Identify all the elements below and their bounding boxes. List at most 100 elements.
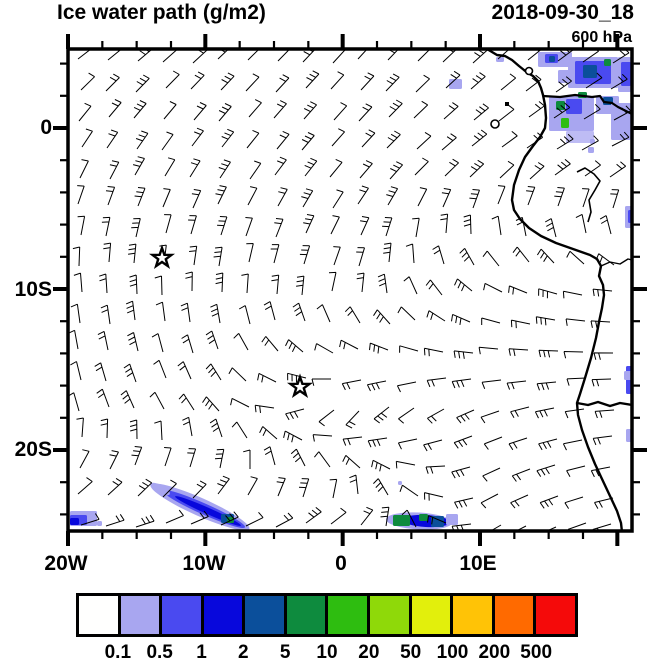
coastline-layer	[486, 49, 632, 531]
wind-barb	[594, 497, 614, 509]
wind-barb	[575, 213, 587, 234]
ice-patch	[446, 514, 458, 525]
wind-barb	[500, 73, 517, 91]
wind-barb	[233, 333, 249, 351]
wind-barb	[367, 437, 388, 448]
wind-barb	[73, 272, 83, 293]
wind-barb	[386, 186, 399, 206]
wind-barb	[285, 339, 304, 353]
datetime-label: 2018-09-30_18	[491, 1, 634, 24]
wind-barb	[592, 435, 613, 446]
wind-barb	[469, 189, 480, 209]
wind-barb	[417, 187, 428, 207]
wind-barb	[563, 351, 584, 359]
wind-barb	[165, 70, 180, 89]
wind-barb	[314, 343, 334, 354]
ice-patch	[175, 496, 241, 526]
wind-barb	[512, 246, 530, 263]
wind-barb	[413, 100, 429, 119]
wind-barb	[501, 131, 518, 148]
wind-barb	[497, 185, 506, 205]
wind-barb	[380, 506, 390, 527]
wind-barb	[453, 435, 473, 449]
colorbar-tick-label: 1	[196, 642, 207, 663]
wind-barb	[210, 303, 221, 324]
wind-barb	[349, 474, 359, 495]
wind-barb	[153, 359, 167, 379]
wind-barb	[472, 49, 488, 64]
wind-barb	[247, 186, 258, 206]
wind-barb	[287, 372, 307, 383]
wind-barb	[107, 477, 123, 496]
wind-barb	[469, 159, 485, 178]
wind-barb	[109, 450, 119, 470]
wind-barb	[243, 449, 251, 469]
wind-barb	[342, 455, 361, 469]
wind-barb	[557, 49, 574, 62]
wind-barb	[301, 132, 315, 151]
ice-patch	[583, 65, 597, 78]
wind-barb	[556, 133, 574, 150]
wind-barb	[441, 133, 457, 151]
wind-barb	[120, 390, 135, 409]
wind-barb	[403, 276, 418, 295]
wind-barb	[594, 409, 615, 419]
wind-barb	[328, 271, 337, 292]
wind-barb	[583, 104, 601, 120]
wind-barb	[94, 362, 107, 382]
africa-coastline	[486, 49, 624, 531]
y-tick-label-20s: 20S	[14, 438, 52, 461]
wind-barb	[165, 509, 184, 524]
wind-barb	[369, 342, 389, 354]
wind-barb	[358, 103, 373, 122]
wind-barb	[312, 434, 333, 442]
wind-barb	[100, 304, 111, 325]
wind-barb	[332, 49, 347, 64]
principe-island-icon	[505, 102, 509, 106]
wind-barb	[263, 301, 276, 321]
colorbar-tick-label: 500	[520, 642, 553, 663]
wind-barb	[471, 129, 488, 147]
wind-barb	[498, 104, 515, 122]
wind-barb	[483, 282, 503, 293]
wind-barb	[132, 156, 145, 176]
wind-barb	[456, 409, 475, 424]
wind-barb	[178, 393, 195, 411]
wind-barb	[387, 49, 400, 61]
wind-barb	[345, 410, 360, 429]
wind-barb	[581, 135, 599, 151]
wind-barb	[510, 319, 531, 329]
ice-patch	[419, 514, 428, 521]
wind-barb	[303, 214, 315, 234]
wind-barb	[302, 49, 317, 63]
colorbar	[76, 593, 578, 637]
wind-barb	[536, 464, 556, 477]
wind-barb	[220, 72, 235, 91]
wind-barb	[191, 189, 202, 209]
wind-barb	[202, 396, 220, 412]
colorbar-cell	[325, 596, 368, 634]
wind-barb	[510, 494, 529, 509]
wind-barb	[424, 492, 444, 501]
wind-barb	[109, 160, 120, 180]
ice-patch	[566, 99, 582, 114]
wind-barb	[330, 215, 340, 235]
wind-barb	[164, 214, 172, 234]
colorbar-tick-label: 0.5	[146, 642, 173, 663]
wind-barb	[444, 158, 459, 177]
colorbar-cell	[367, 596, 409, 634]
wind-barb	[591, 378, 612, 387]
wind-barb	[218, 159, 231, 179]
wind-barb	[137, 478, 153, 497]
wind-barb	[193, 102, 207, 121]
wind-barb	[593, 352, 614, 360]
wind-barb	[371, 459, 391, 472]
wind-barb	[137, 49, 153, 62]
wind-barb	[389, 161, 403, 180]
wind-barb	[361, 129, 376, 148]
wind-barb	[538, 288, 558, 299]
wind-barb	[77, 215, 86, 236]
wind-barb	[332, 189, 344, 209]
wind-barb	[482, 467, 501, 482]
wind-barb	[70, 303, 81, 324]
